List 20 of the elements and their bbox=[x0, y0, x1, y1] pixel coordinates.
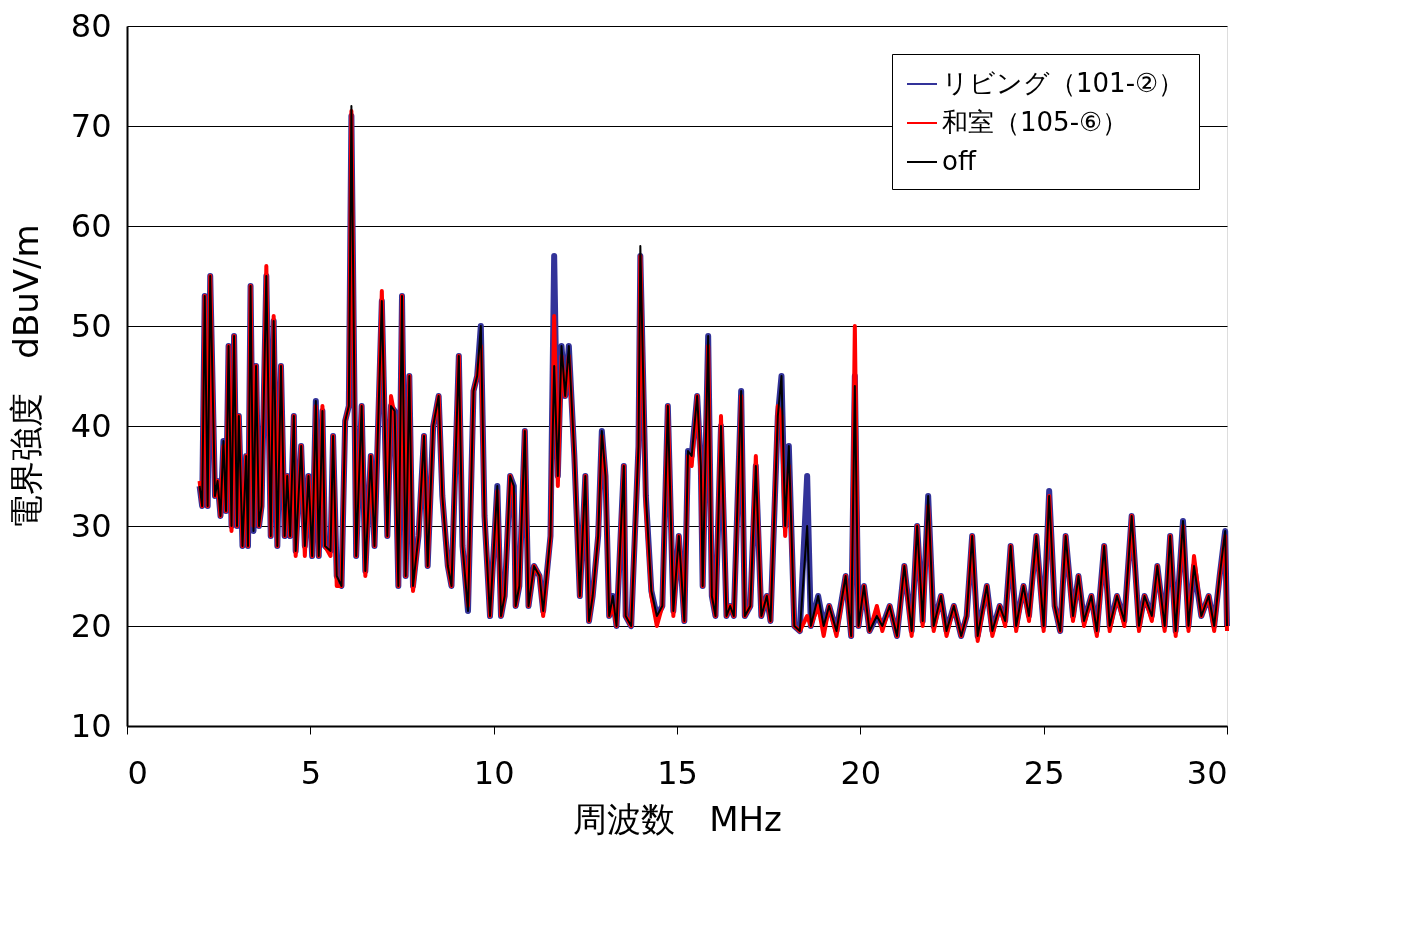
y-tick-label: 50 bbox=[70, 306, 112, 345]
legend-label: リビング（101-②） bbox=[942, 68, 1185, 98]
y-tick-label: 40 bbox=[70, 406, 112, 445]
x-tick-label: 25 bbox=[1023, 753, 1065, 792]
y-tick-label: 20 bbox=[70, 606, 112, 645]
y-tick-label: 60 bbox=[70, 206, 112, 245]
legend-label: off bbox=[942, 146, 977, 176]
x-tick-label: 0 bbox=[127, 753, 148, 792]
y-tick-label: 30 bbox=[70, 506, 112, 545]
x-tick-label: 30 bbox=[1186, 753, 1228, 792]
y-tick-label: 80 bbox=[70, 6, 112, 45]
y-axis-title: 電界強度 dBuV/m bbox=[5, 224, 46, 529]
x-tick-label: 15 bbox=[657, 753, 698, 792]
y-tick-label: 10 bbox=[70, 706, 112, 745]
x-axis-title: 周波数 MHz bbox=[573, 798, 782, 839]
x-tick-label: 10 bbox=[473, 753, 515, 792]
x-tick-label: 5 bbox=[300, 753, 322, 792]
y-tick-label: 70 bbox=[70, 106, 112, 145]
legend-label: 和室（105-⑥） bbox=[942, 107, 1129, 137]
x-tick-label: 20 bbox=[840, 753, 882, 792]
